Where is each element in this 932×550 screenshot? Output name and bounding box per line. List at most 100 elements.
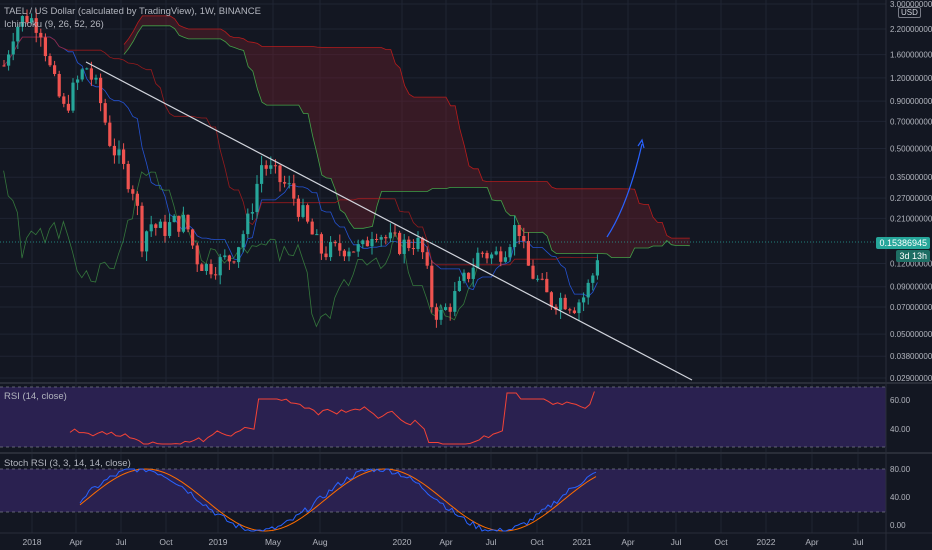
price-tick-label: 0.07000000 (890, 303, 932, 312)
rsi-tick-label: 60.00 (890, 396, 911, 405)
candle-body (7, 54, 11, 66)
tenkan-line (3, 36, 598, 298)
candle-body (223, 255, 227, 258)
candle-body (255, 183, 259, 213)
candle-body (361, 240, 365, 245)
time-tick-label: Jul (671, 537, 682, 547)
candle-body (393, 232, 397, 234)
candle-body (16, 26, 20, 42)
price-tick-label: 0.05000000 (890, 330, 932, 339)
candle-body (66, 103, 70, 111)
price-tick-label: 2.20000000 (890, 25, 932, 34)
price-tick-label: 0.03800000 (890, 352, 932, 361)
currency-badge: USD (898, 7, 921, 18)
stoch-k-line (79, 468, 597, 532)
candle-body (250, 212, 254, 214)
projection-arrow (606, 138, 645, 238)
candle-body (158, 221, 162, 228)
stoch-title[interactable]: Stoch RSI (3, 3, 14, 14, close) (4, 458, 131, 469)
candle-body (209, 264, 213, 275)
kijun-line (3, 36, 598, 266)
time-tick-label: Jul (486, 537, 497, 547)
price-tick-label: 0.50000000 (890, 144, 932, 153)
candle-body (283, 182, 287, 184)
candle-body (80, 69, 84, 80)
candle-body (149, 224, 153, 232)
stoch-band (0, 469, 886, 512)
candle-body (329, 241, 333, 258)
candle-body (214, 274, 218, 276)
candle-body (135, 193, 139, 206)
candle-body (260, 165, 264, 184)
candle-body (577, 302, 581, 314)
rsi-band (0, 387, 886, 447)
candle-body (356, 244, 360, 252)
candle-body (11, 41, 15, 55)
candle-body (71, 82, 75, 111)
candle-body (480, 252, 484, 254)
price-tick-label: 0.27000000 (890, 194, 932, 203)
candle-body (246, 213, 250, 235)
price-tick-label: 0.35000000 (890, 173, 932, 182)
price-tick-label: 0.90000000 (890, 97, 932, 106)
stoch-tick-label: 0.00 (890, 521, 906, 530)
candle-body (94, 77, 98, 80)
price-tick-label: 0.02900000 (890, 374, 932, 383)
senkou-b (123, 15, 690, 239)
candle-body (20, 16, 24, 27)
candle-body (333, 241, 337, 244)
candle-body (76, 79, 80, 83)
candle-body (536, 278, 540, 280)
last-price-tag: 0.15386945 (876, 237, 930, 249)
ichimoku-title[interactable]: Ichimoku (9, 26, 52, 26) (4, 19, 104, 30)
candle-body (439, 309, 443, 320)
candle-body (421, 237, 425, 253)
candle-body (347, 251, 351, 257)
ichimoku-cloud (123, 15, 690, 259)
candle-body (53, 65, 57, 74)
candle-body (204, 264, 208, 271)
candle-body (462, 272, 466, 281)
time-tick-label: Oct (159, 537, 173, 547)
candle-body (195, 245, 199, 265)
candle-body (218, 257, 222, 276)
candle-body (526, 241, 530, 266)
candle-body (457, 280, 461, 292)
time-tick-label: Oct (714, 537, 728, 547)
time-tick-label: 2018 (23, 537, 42, 547)
candle-body (25, 16, 29, 23)
candle-body (591, 275, 595, 283)
candle-body (306, 205, 310, 222)
countdown-tag: 3d 13h (896, 250, 930, 262)
candle-body (301, 205, 305, 217)
candle-body (416, 237, 420, 249)
candle-body (568, 309, 572, 311)
candle-body (453, 291, 457, 312)
candle-body (379, 237, 383, 240)
candle-body (108, 122, 112, 146)
candle-body (384, 237, 388, 239)
candle-body (177, 215, 181, 232)
candle-body (549, 292, 553, 307)
price-tick-label: 1.20000000 (890, 74, 932, 83)
rsi-title[interactable]: RSI (14, close) (4, 391, 67, 402)
candle-body (540, 278, 544, 280)
rsi-axis: 60.00 40.00 (890, 396, 911, 434)
candle-body (370, 238, 374, 247)
candle-body (154, 224, 158, 228)
candle-body (471, 267, 475, 279)
time-tick-label: Jul (853, 537, 864, 547)
time-tick-label: 2022 (757, 537, 776, 547)
candle-body (163, 221, 167, 236)
time-tick-label: Apr (805, 537, 818, 547)
candle-body (476, 252, 480, 268)
trendline (85, 61, 693, 381)
candle-body (140, 205, 144, 252)
candle-body (145, 231, 149, 252)
candle-body (30, 18, 34, 23)
candle-body (513, 225, 517, 248)
price-tick-label: 0.21000000 (890, 214, 932, 223)
candle-body (444, 307, 448, 310)
candle-body (200, 264, 204, 271)
